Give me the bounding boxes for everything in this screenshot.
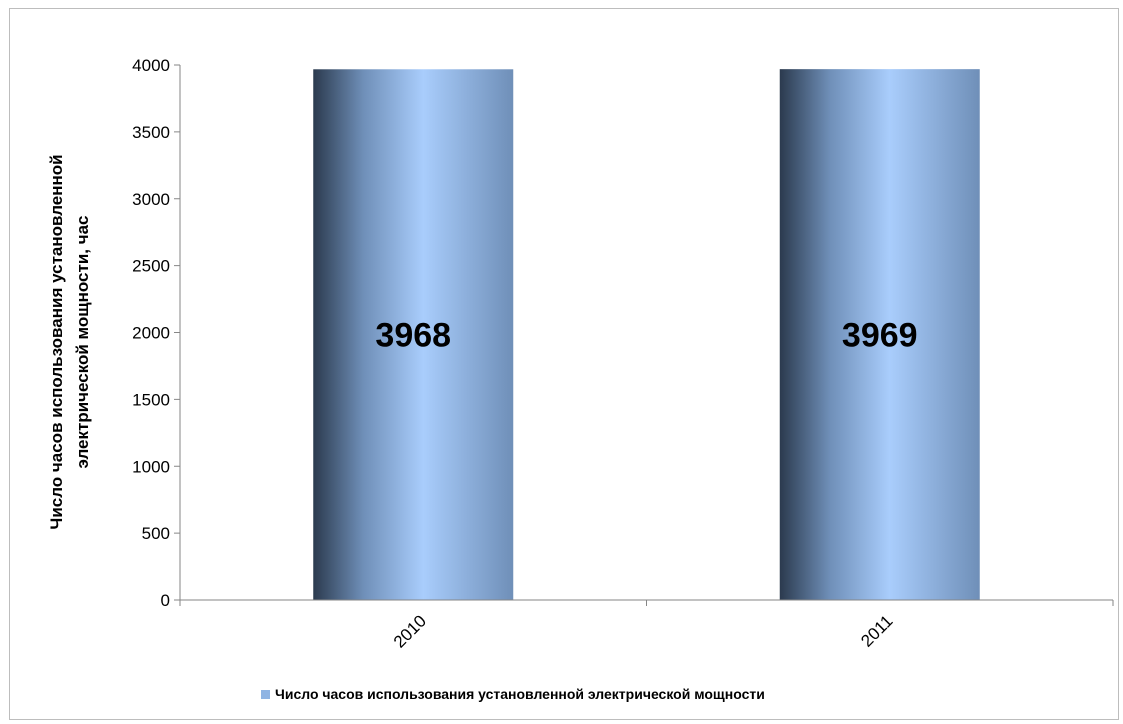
y-tick-label: 0 [161, 591, 170, 610]
y-tick-label: 4000 [132, 56, 170, 75]
bar-2011 [779, 69, 980, 601]
bars [313, 69, 980, 601]
legend: Число часов использования установленной … [261, 686, 765, 702]
bar-chart: Число часов использования установленной … [47, 56, 1114, 702]
y-axis-title-line-1: Число часов использования установленной [47, 154, 66, 529]
data-label: 3968 [375, 317, 451, 355]
legend-label: Число часов использования установленной … [275, 686, 765, 702]
axes [179, 65, 1114, 606]
chart-frame: Число часов использования установленной … [9, 8, 1119, 720]
y-tick-label: 3000 [132, 190, 170, 209]
data-label: 3969 [842, 317, 918, 355]
legend-swatch [261, 690, 270, 699]
y-axis-title-line-2: электрической мощности, час [73, 215, 92, 468]
y-axis-ticks: 0 500 1000 1500 2000 2500 3000 3500 4000 [132, 56, 180, 610]
data-labels: 3968 3969 [375, 317, 917, 355]
x-tick-label: 2010 [390, 611, 430, 651]
bar-2010 [313, 69, 514, 600]
y-tick-label: 2000 [132, 324, 170, 343]
y-tick-label: 1500 [132, 390, 170, 409]
x-axis-labels: 2010 2011 [390, 611, 897, 651]
y-tick-label: 2500 [132, 257, 170, 276]
y-tick-label: 1000 [132, 457, 170, 476]
y-tick-label: 3500 [132, 123, 170, 142]
x-tick-label: 2011 [857, 611, 896, 650]
y-tick-label: 500 [142, 524, 170, 543]
